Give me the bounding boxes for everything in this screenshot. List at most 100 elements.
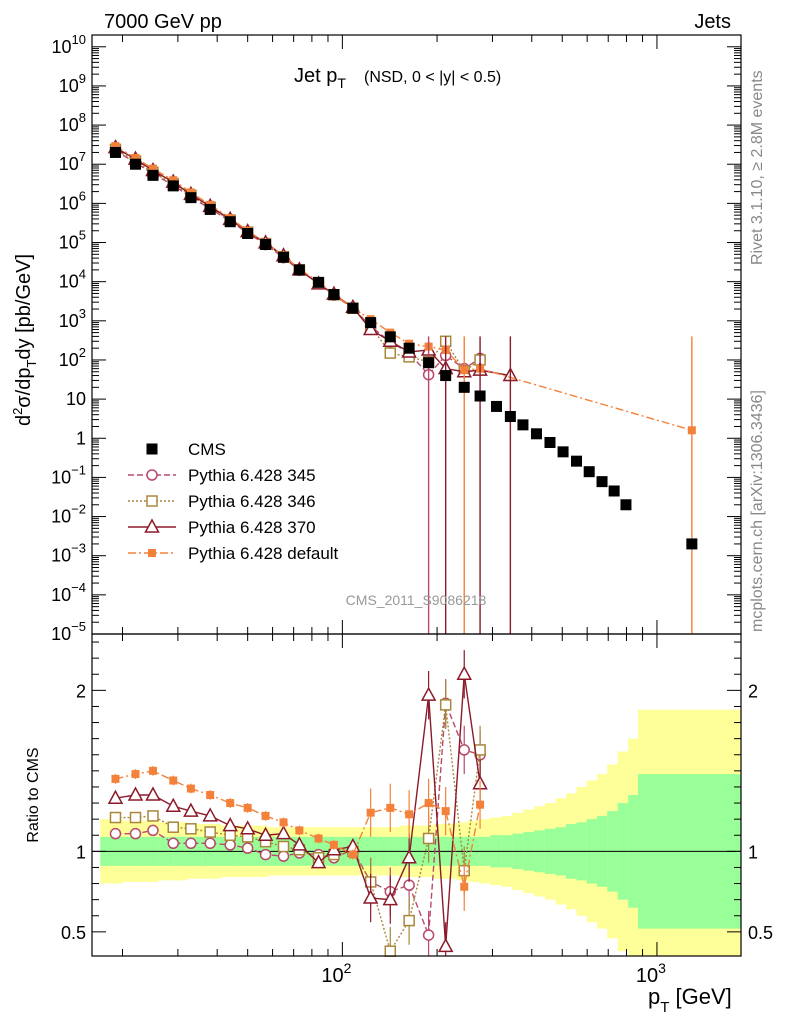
ratio-y-tick-label: 2 [76,681,86,701]
point-18 [437,937,454,953]
title-extra: (NSD, 0 < |y| < 0.5) [364,69,501,86]
point-1 [131,770,140,779]
legend-entry-2: Pythia 6.428 346 [128,492,316,511]
cms-point-20 [474,390,486,402]
main-panel: 101010910810710610510410310210110−110−21… [51,32,742,644]
cms-point-6 [224,216,236,228]
point-9 [279,818,288,827]
y-tick-label: 1 [76,428,86,448]
legend-label-4: Pythia 6.428 default [188,544,339,563]
point-0 [109,827,122,840]
legend-entry-0: CMS [146,440,226,459]
point-0 [107,789,124,804]
point-14 [366,808,375,817]
cms-point-5 [204,203,216,215]
point-15 [386,803,395,812]
point-3 [167,821,179,833]
cms-point-32 [686,538,698,550]
x-tick-label: 102 [321,960,351,987]
cms-point-28 [583,466,595,478]
y-tick-label: 107 [59,149,86,174]
point-11 [314,834,323,843]
point-1 [127,786,144,801]
cms-point-16 [403,342,415,354]
point-2 [145,786,161,801]
point-1 [131,153,140,162]
svg-text:pT [GeV]: pT [GeV] [648,984,732,1016]
cms-point-19 [458,381,470,393]
x-tick-label: 103 [636,960,666,987]
y-axis-label-ratio: Ratio to CMS [25,747,42,842]
ratio-ticks: 0.5 0.5 1 1 2 2 102 103 [61,634,773,987]
point-5 [206,791,215,799]
cms-point-8 [260,239,272,251]
title-main: Jet p [294,65,337,87]
cms-point-9 [278,251,290,263]
plot-title: Jet pT (NSD, 0 < |y| < 0.5) [294,65,501,91]
point-10 [295,826,304,835]
point-0 [109,811,122,824]
point-9 [277,840,290,853]
point-8 [261,811,270,820]
point-19 [456,665,472,680]
cms-point-24 [530,428,542,440]
y-tick-label: 10−4 [51,580,86,605]
cms-point-0 [146,443,158,455]
ratio-y-tick-label-right: 2 [748,681,758,701]
point-18 [439,699,452,711]
point-5 [202,807,218,822]
cms-point-11 [313,276,325,288]
ratio-line-0 [115,702,481,936]
point-8 [259,848,272,861]
point-4 [186,784,195,793]
cms-point-1 [130,158,142,170]
cms-point-31 [620,499,632,511]
point-3 [165,797,182,813]
point-2 [147,824,159,837]
cms-point-12 [328,289,340,301]
cms-point-14 [365,317,377,329]
point-3 [169,176,178,185]
point-0 [111,774,120,783]
point-1 [129,811,142,824]
watermark: CMS_2011_S9086218 [346,592,487,608]
x-axis-label: pT [GeV] [648,984,732,1016]
point-4 [183,802,199,817]
point-7 [241,842,254,854]
legend-entry-3: Pythia 6.428 370 [128,518,316,537]
y-tick-label: 104 [59,267,86,292]
point-19 [458,744,470,756]
y-tick-label: 108 [59,110,86,135]
ratio-y-tick-label: 0.5 [61,923,86,943]
point-17 [422,929,435,941]
cms-point-30 [608,485,620,497]
point-2 [147,810,159,822]
point-17 [420,686,437,701]
point-8 [257,826,274,841]
ratio-series-3 [111,766,485,911]
y-tick-label: 10−3 [51,541,86,566]
point-6 [224,839,236,851]
ratio-y-tick-label-right: 1 [748,842,758,862]
y-tick-label: 10−1 [51,462,86,487]
cms-point-22 [504,410,516,422]
main-series-layer [107,139,698,634]
point-15 [382,891,399,906]
legend: CMS Pythia 6.428 345 Pythia 6.428 346 Pythi… [128,440,339,563]
title-sub: T [337,75,346,91]
legend-entry-1: Pythia 6.428 345 [128,466,316,485]
legend-entry-4: Pythia 6.428 default [128,544,339,563]
rivet-label: Rivet 3.1.10, ≥ 2.8M events [749,70,766,265]
cms-point-2 [147,169,159,181]
series-line-2 [115,147,511,377]
svg-text:Jet pT: Jet pT [294,65,346,91]
ratio-frame [91,633,742,957]
cms-point-27 [571,455,583,467]
cms-point-21 [491,400,503,412]
legend-label-1: Pythia 6.428 345 [188,466,316,485]
ratio-band [92,709,742,956]
cms-point-26 [557,446,569,458]
ratio-y-tick-label-right: 0.5 [748,923,773,943]
point-16 [401,849,417,864]
